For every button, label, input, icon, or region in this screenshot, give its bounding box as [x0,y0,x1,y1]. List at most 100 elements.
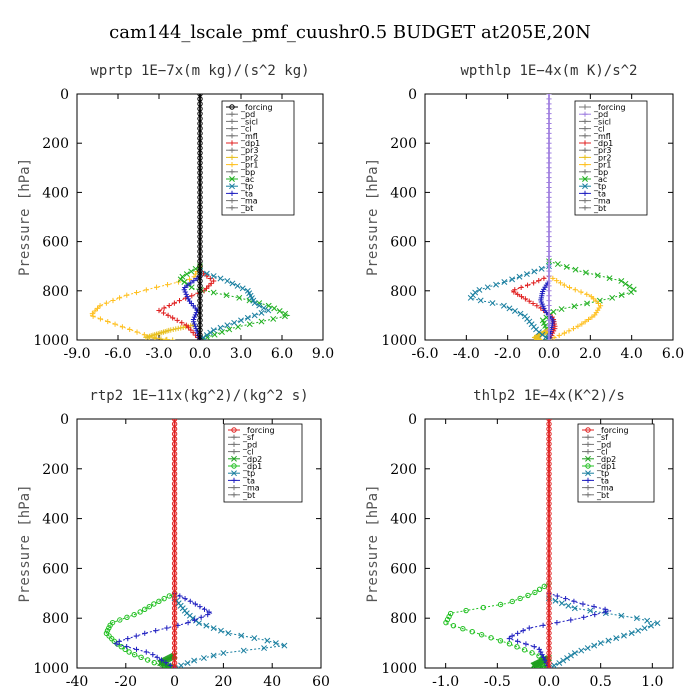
data-point [546,520,552,527]
data-point [258,318,265,325]
data-point [171,635,178,641]
x-tick-label: -2.0 [494,346,521,362]
data-point [220,650,227,657]
series-pd [546,94,552,340]
data-point [170,326,176,333]
data-point [546,660,552,666]
data-point [150,652,156,658]
data-point [197,125,203,132]
plot-area [443,419,661,668]
legend-item: _bt [582,491,609,500]
data-point [602,606,608,612]
data-point [170,337,176,340]
legend-label: _dp1 [240,139,260,148]
data-point [546,135,552,141]
data-point [546,263,552,269]
data-point [197,273,203,279]
data-point [554,261,561,268]
data-point [171,540,178,547]
data-point [531,644,537,650]
legend-swatch-marker [231,470,237,477]
data-point [546,175,552,181]
legend-swatch-marker [582,154,588,160]
y-tick-label: 200 [42,136,69,152]
data-point [620,632,627,639]
data-point [546,446,552,452]
legend-box [221,100,295,216]
legend-swatch-marker [229,104,235,110]
y-tick-label: 600 [42,235,69,251]
legend-item: _pr2 [226,153,258,162]
data-point [197,106,203,112]
data-point [171,645,178,651]
data-point [538,649,544,655]
legend-swatch-marker [582,147,588,153]
data-point [105,318,111,325]
legend-label: _mfl [593,132,611,141]
data-point [183,291,189,297]
data-point [171,421,178,427]
data-point [542,657,548,663]
legend-item: _ta [226,189,253,198]
legend-swatch-marker [585,434,591,440]
data-point [648,622,654,629]
series-tp [171,595,288,668]
data-point [543,660,549,666]
data-point [546,332,552,338]
legend-item: _ac [579,175,607,184]
data-point [443,619,449,626]
data-point [546,209,552,215]
x-tick-label: -3.0 [146,346,173,362]
legend-item: _ma [579,197,611,206]
data-point [192,617,198,623]
data-point [165,312,171,318]
legend-label: _mfl [240,132,258,141]
data-point [546,189,552,195]
y-tick-label: 800 [390,611,417,627]
x-tick-label: -20 [115,674,138,690]
data-point [546,620,552,626]
legend-item: _ta [579,189,606,198]
data-point [181,287,187,293]
data-point [185,296,191,302]
data-point [568,617,574,623]
chart-panel-4: thlp2 1E−4x(K^2)/s Pressure [hPa] -1.0 -0.5… [365,388,674,690]
data-point [193,309,199,316]
data-point [180,324,186,330]
data-point [187,598,193,604]
plot-area [89,94,291,340]
data-point [153,628,159,634]
data-point [171,500,178,507]
data-point [566,328,572,334]
data-point [197,204,203,210]
data-point [546,500,552,507]
data-point [546,535,552,542]
data-point [171,535,178,542]
data-point [152,335,158,340]
data-point [197,130,203,137]
data-point [182,289,188,295]
data-point [183,271,190,278]
data-point [584,300,591,307]
legend-item: _sicl [226,117,258,126]
data-point [238,632,245,639]
x-tick-label: 0.5 [590,674,612,690]
legend-label: _pr2 [593,153,611,162]
data-point [546,505,552,512]
data-point [197,238,203,245]
data-point [546,610,552,616]
data-point [124,644,130,650]
series-forcing [197,94,203,340]
legend-swatch-marker [229,198,235,204]
legend-swatch-marker [582,118,588,124]
y-axis-label: Pressure [hPa] [365,484,381,602]
data-point [572,287,578,293]
data-point [571,650,578,657]
data-point [197,288,203,294]
legend-item: _mfl [226,132,258,141]
data-point [546,120,552,127]
data-point [546,426,552,432]
x-tick-label: 1.0 [641,674,663,690]
data-point [197,135,203,141]
legend-label: _bp [240,168,255,177]
